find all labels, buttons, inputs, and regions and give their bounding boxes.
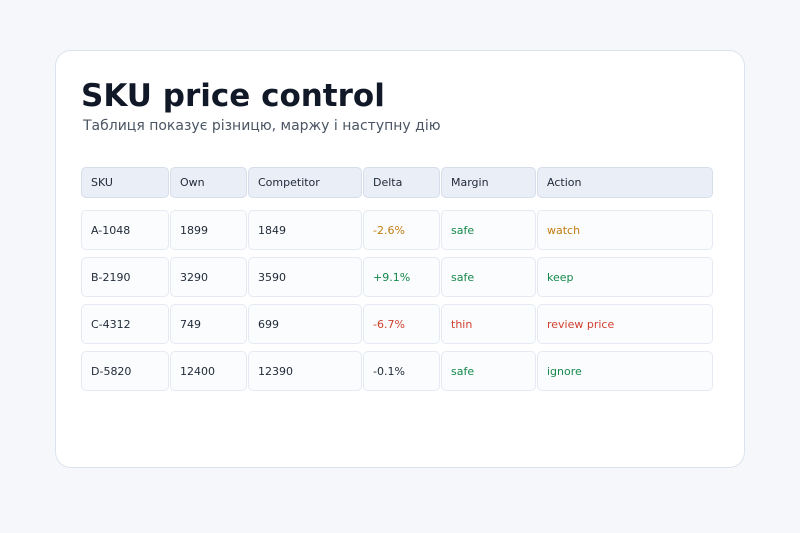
table-cell: ignore xyxy=(537,351,713,391)
column-header: SKU xyxy=(81,167,169,198)
table-cell: 12390 xyxy=(248,351,362,391)
table-cell: 3290 xyxy=(170,257,247,297)
table-cell: -2.6% xyxy=(363,210,440,250)
column-header: Action xyxy=(537,167,713,198)
column-header: Margin xyxy=(441,167,536,198)
table-cell: watch xyxy=(537,210,713,250)
column-header: Competitor xyxy=(248,167,362,198)
table-cell: 699 xyxy=(248,304,362,344)
subtitle: Таблиця показує різницю, маржу і наступн… xyxy=(83,118,441,134)
table-cell: 12400 xyxy=(170,351,247,391)
column-header: Own xyxy=(170,167,247,198)
table-cell: safe xyxy=(441,210,536,250)
table-cell: 1849 xyxy=(248,210,362,250)
table-cell: -6.7% xyxy=(363,304,440,344)
table-cell: C-4312 xyxy=(81,304,169,344)
title: SKU price control xyxy=(81,78,385,114)
table-cell: -0.1% xyxy=(363,351,440,391)
table-cell: +9.1% xyxy=(363,257,440,297)
table-cell: A-1048 xyxy=(81,210,169,250)
table-cell: keep xyxy=(537,257,713,297)
table-cell: 3590 xyxy=(248,257,362,297)
table-cell: thin xyxy=(441,304,536,344)
table-cell: 1899 xyxy=(170,210,247,250)
table-cell: B-2190 xyxy=(81,257,169,297)
table-cell: safe xyxy=(441,351,536,391)
table-cell: D-5820 xyxy=(81,351,169,391)
table-cell: 749 xyxy=(170,304,247,344)
table-cell: review price xyxy=(537,304,713,344)
column-header: Delta xyxy=(363,167,440,198)
table-cell: safe xyxy=(441,257,536,297)
